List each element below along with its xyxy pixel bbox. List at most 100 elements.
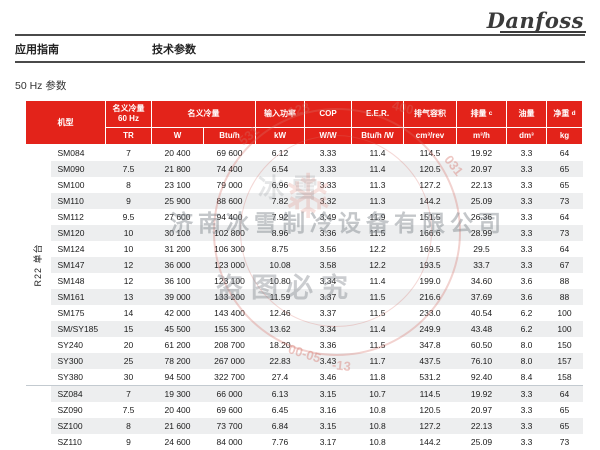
value-cell: 11.5	[369, 308, 386, 318]
parameters-table: 机型 名义冷量 60 Hz 名义冷量 输入功率 COP E.E.R. 排气容积 …	[25, 100, 583, 450]
value-cell: 3.46	[319, 372, 337, 382]
value-cell: 88	[559, 276, 570, 286]
value-cell: 127.2	[403, 418, 457, 434]
value-cell: 66 000	[203, 385, 256, 402]
value-cell: 33.7	[456, 257, 507, 273]
value-cell: 531.2	[419, 372, 441, 382]
table-row: SM161 13 39 000 133 200 11.59 3.37 11.5 216.6 37…	[26, 289, 583, 305]
value-cell: 8.0	[506, 353, 547, 369]
value-cell: 37.69	[456, 289, 507, 305]
model-cell: SM112	[57, 212, 84, 222]
value-cell: 7.76	[255, 434, 305, 450]
value-cell: 25.09	[456, 193, 507, 209]
value-cell: 8.4	[520, 372, 533, 382]
header-rule	[15, 61, 585, 63]
value-cell: 155 300	[203, 321, 256, 337]
table-row: SM147 12 36 000 123 000 10.08 3.58 12.2 193.5 33…	[26, 257, 583, 273]
value-cell: 7	[126, 148, 131, 158]
value-cell: 143 400	[214, 308, 245, 318]
table-row: SY240 20 61 200 208 700 18.20 3.36 11.5 347.8 60…	[26, 337, 583, 353]
value-cell: 94 400	[216, 212, 243, 222]
value-cell: 3.37	[319, 308, 337, 318]
value-cell: 67	[546, 257, 583, 273]
value-cell: 34.60	[470, 276, 493, 286]
value-cell: 3.56	[319, 244, 337, 254]
value-cell: 6.84	[255, 418, 305, 434]
value-cell: 199.0	[419, 276, 441, 286]
model-cell: SY380	[57, 372, 84, 382]
value-cell: 26.36	[470, 212, 493, 222]
col-header-nominal-60hz: 名义冷量 60 Hz	[105, 100, 152, 128]
value-cell: 11.4	[369, 276, 386, 286]
value-cell: 13.62	[255, 321, 305, 337]
value-cell: 73	[546, 434, 583, 450]
value-cell: 3.49	[319, 212, 337, 222]
value-cell: 14	[123, 308, 134, 318]
value-cell: 3.33	[319, 180, 337, 190]
value-cell: 92.40	[470, 372, 493, 382]
col-header-displacement-volume: 排气容积	[403, 100, 457, 128]
value-cell: 6.13	[255, 385, 305, 402]
value-cell: 7.92	[271, 212, 289, 222]
value-cell: 3.3	[506, 434, 547, 450]
value-cell: 25	[105, 353, 152, 369]
value-cell: 11.3	[369, 180, 386, 190]
value-cell: 3.3	[506, 257, 547, 273]
breadcrumb-technical-parameters: 技术参数	[152, 44, 196, 56]
value-cell: 27.4	[271, 372, 289, 382]
value-cell: 233.0	[419, 308, 441, 318]
value-cell: 8.75	[271, 244, 289, 254]
value-cell: 3.33	[319, 148, 337, 158]
value-cell: 10.8	[351, 418, 404, 434]
unit-btuhw: Btu/h /W	[351, 127, 404, 145]
col-header-weight: 净重 d	[546, 100, 583, 128]
value-cell: 114.5	[419, 148, 441, 158]
value-cell: 3.3	[520, 405, 533, 415]
unit-dm3: dm³	[506, 127, 547, 145]
value-cell: 208 700	[214, 340, 245, 350]
value-cell: 3.3	[506, 225, 547, 241]
model-cell: SM120	[50, 225, 106, 241]
value-cell: 11.5	[351, 289, 404, 305]
value-cell: 193.5	[403, 257, 457, 273]
value-cell: 157	[546, 353, 583, 369]
value-cell: 76.10	[456, 353, 507, 369]
value-cell: 65	[559, 405, 570, 415]
value-cell: 30 100	[151, 225, 204, 241]
value-cell: 7.5	[105, 161, 152, 177]
value-cell: 65	[559, 180, 570, 190]
value-cell: 6.54	[255, 161, 305, 177]
table-row: SZ100 8 21 600 73 700 6.84 3.15 10.8 127.2 22.13…	[26, 418, 583, 434]
value-cell: 22.13	[456, 418, 507, 434]
refrigerant-group-band	[25, 385, 51, 450]
value-cell: 21 600	[151, 418, 204, 434]
value-cell: 11.4	[369, 148, 386, 158]
value-cell: 18.20	[269, 340, 291, 350]
value-cell: 3.15	[304, 418, 352, 434]
value-cell: 3.34	[304, 321, 352, 337]
value-cell: 74 400	[203, 161, 256, 177]
value-cell: 19.92	[456, 385, 507, 402]
table-row: SM090 7.5 21 800 74 400 6.54 3.33 11.4 120.5 20.…	[26, 161, 583, 177]
value-cell: 20 400	[164, 405, 191, 415]
value-cell: 36 000	[151, 257, 204, 273]
value-cell: 267 000	[203, 353, 256, 369]
model-cell: SY240	[57, 340, 84, 350]
value-cell: 10	[123, 244, 134, 254]
value-cell: 11.3	[351, 193, 404, 209]
value-cell: 12.2	[351, 257, 404, 273]
value-cell: 12.46	[269, 308, 291, 318]
table-row: SM112 9.5 27 600 94 400 7.92 3.49 11.9 151.5 26.…	[26, 209, 583, 225]
value-cell: 133 200	[203, 289, 256, 305]
value-cell: 23 100	[164, 180, 191, 190]
section-title: 50 Hz 参数	[15, 80, 67, 92]
value-cell: 216.6	[403, 289, 457, 305]
value-cell: 69 600	[216, 148, 243, 158]
value-cell: 64	[559, 212, 570, 222]
unit-ww: W/W	[304, 127, 352, 145]
value-cell: 45 500	[151, 321, 204, 337]
value-cell: 30	[123, 372, 134, 382]
value-cell: 31 200	[164, 244, 191, 254]
col-header-cop: COP	[304, 100, 352, 128]
value-cell: 10.8	[369, 405, 386, 415]
